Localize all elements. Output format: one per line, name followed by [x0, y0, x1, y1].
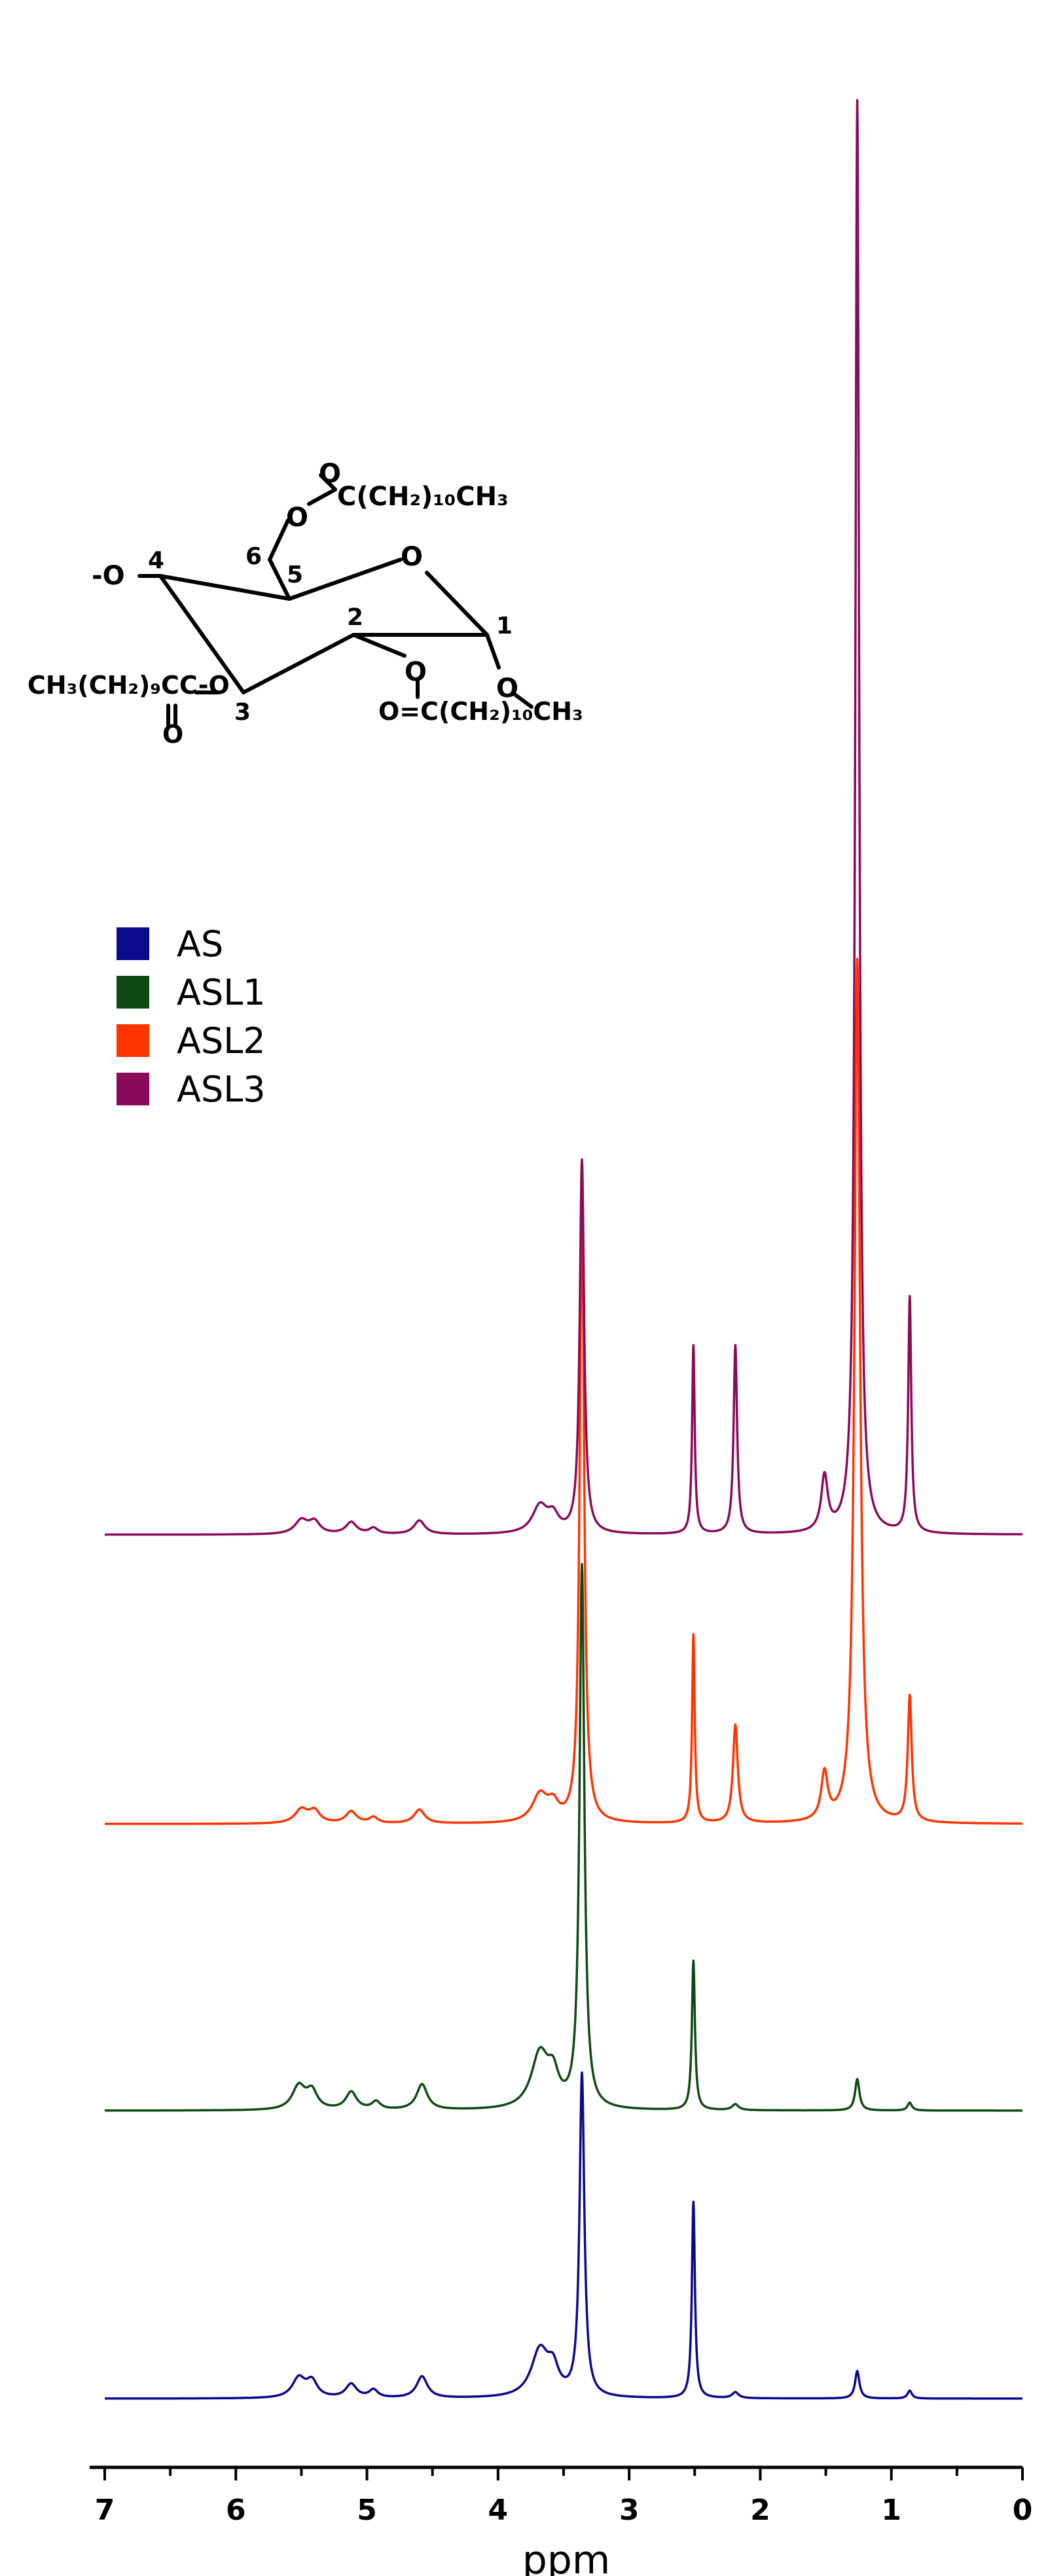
spectra-group: [103, 99, 1024, 2400]
x-axis-title: ppm: [522, 2537, 611, 2576]
series-line-as: [103, 2071, 1024, 2400]
series-line-asl1: [103, 1563, 1024, 2112]
x-tick-label: 0: [1013, 2494, 1033, 2527]
x-tick-label: 5: [357, 2494, 377, 2527]
legend-label: ASL3: [177, 1068, 266, 1110]
x-tick-label: 2: [750, 2494, 770, 2527]
x-tick-label: 3: [619, 2494, 640, 2527]
legend-item-asl3: ASL3: [117, 1065, 266, 1113]
ring-o-label: O: [401, 542, 423, 572]
series-line-asl3: [103, 99, 1024, 1536]
x-tick-label: 7: [95, 2494, 115, 2527]
molecule-structure: O C(CH₂)₁₀CH₃ O O -O CH₃(CH₂)₉CC-O O O O…: [27, 459, 583, 749]
ester-o-4-label: -O: [92, 561, 125, 591]
ring-label-2: 2: [347, 604, 363, 631]
legend: AS ASL1 ASL2 ASL3: [117, 920, 266, 1113]
legend-item-asl1: ASL1: [117, 968, 266, 1016]
legend-label: AS: [177, 923, 224, 965]
ester-o-6-label: O: [286, 503, 308, 533]
legend-swatch: [117, 976, 149, 1009]
x-tick-label: 1: [881, 2494, 901, 2527]
ester-o-1-label: O: [496, 673, 518, 704]
legend-swatch: [117, 1024, 149, 1057]
legend-swatch: [117, 1073, 149, 1105]
ring-label-5: 5: [287, 562, 303, 588]
ester-o-2-label: O: [405, 657, 427, 687]
ring-label-4: 4: [148, 547, 164, 574]
top-o-label: O: [319, 459, 341, 489]
legend-item-asl2: ASL2: [117, 1016, 266, 1065]
top-chain-label: C(CH₂)₁₀CH₃: [337, 482, 509, 512]
legend-swatch: [117, 927, 149, 960]
x-ticks: 7 6 5 4 3 2 1 0: [95, 2467, 1033, 2527]
ring-label-1: 1: [496, 613, 513, 639]
bottom-chain-label: O=C(CH₂)₁₀CH₃: [378, 697, 583, 726]
left-chain-label: CH₃(CH₂)₉CC-O: [27, 671, 230, 700]
legend-label: ASL2: [177, 1020, 266, 1062]
ring-label-6: 6: [245, 543, 262, 570]
x-tick-label: 6: [226, 2494, 246, 2527]
x-tick-label: 4: [488, 2494, 509, 2527]
ring-label-3: 3: [234, 699, 251, 726]
left-o-label: O: [162, 720, 183, 749]
series-line-asl2: [103, 957, 1024, 1825]
x-axis: 7 6 5 4 3 2 1 0 ppm: [90, 2465, 1033, 2576]
legend-label: ASL1: [177, 971, 266, 1013]
legend-item-as: AS: [117, 920, 266, 968]
